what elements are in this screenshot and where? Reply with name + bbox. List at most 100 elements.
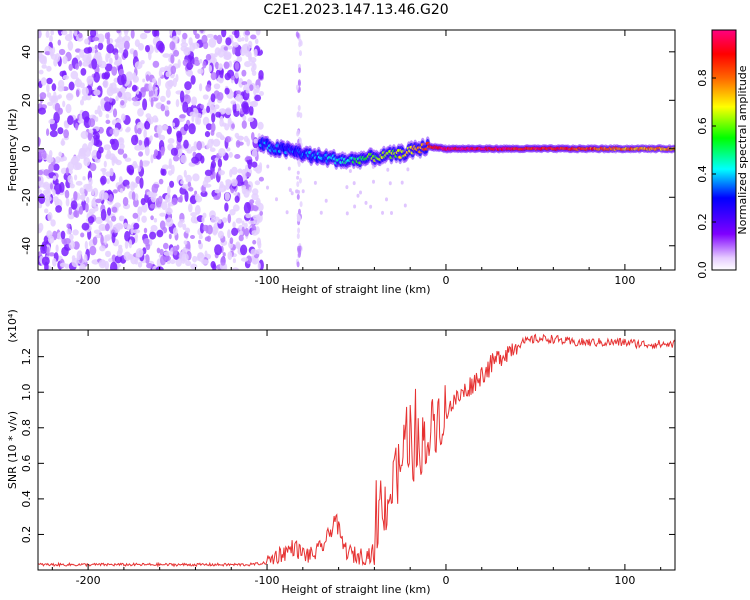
- spectrogram-frame: [37, 29, 676, 271]
- noise-blob: [58, 151, 63, 157]
- noise-blob: [85, 202, 89, 213]
- noise-blob: [108, 57, 113, 65]
- snr-y-scale-label: (x10⁴): [6, 309, 19, 343]
- noise-blob: [194, 193, 200, 202]
- snr-y-tick-label: 1.0: [20, 383, 33, 401]
- noise-column-blob: [298, 215, 302, 222]
- sparse-blob: [406, 167, 410, 172]
- noise-blob: [148, 82, 152, 92]
- noise-blob: [216, 92, 224, 101]
- colorbar-tick-label: 0.8: [696, 69, 709, 87]
- noise-blob: [252, 239, 257, 245]
- noise-blob: [60, 30, 68, 36]
- noise-blob: [134, 61, 143, 70]
- noise-blob: [245, 172, 252, 178]
- noise-blob: [52, 189, 56, 197]
- noise-blob: [214, 244, 222, 256]
- noise-blob: [259, 91, 264, 96]
- noise-blob: [205, 123, 213, 131]
- noise-blob: [156, 40, 164, 51]
- noise-blob: [161, 168, 167, 176]
- noise-blob: [40, 54, 46, 65]
- noise-blob: [137, 206, 143, 216]
- noise-blob: [251, 70, 257, 76]
- noise-blob: [68, 206, 73, 216]
- noise-blob: [38, 176, 42, 182]
- noise-column-blob: [296, 129, 300, 136]
- noise-blob: [130, 30, 135, 39]
- noise-blob: [216, 77, 223, 82]
- noise-blob: [95, 216, 103, 225]
- noise-blob: [224, 87, 230, 95]
- noise-blob: [46, 156, 54, 163]
- noise-blob: [190, 263, 198, 270]
- noise-blob: [245, 156, 252, 161]
- noise-blob: [103, 144, 112, 151]
- noise-blob: [153, 218, 158, 223]
- noise-blob: [204, 250, 208, 257]
- noise-blob: [50, 95, 59, 104]
- noise-blob: [219, 135, 226, 141]
- noise-blob: [224, 72, 231, 81]
- noise-blob: [123, 251, 131, 261]
- noise-blob: [243, 222, 248, 228]
- noise-column-blob: [297, 251, 301, 258]
- noise-blob: [150, 154, 154, 164]
- noise-blob: [241, 257, 249, 262]
- noise-blob: [58, 48, 66, 56]
- noise-blob: [191, 96, 198, 106]
- noise-blob: [124, 40, 130, 50]
- noise-blob: [46, 92, 52, 98]
- noise-blob: [214, 52, 218, 58]
- noise-blob: [170, 164, 175, 175]
- noise-blob: [38, 227, 42, 234]
- colorbar-tick-label: 0.0: [696, 261, 709, 279]
- noise-blob: [243, 135, 249, 142]
- noise-blob: [84, 240, 88, 250]
- noise-blob: [50, 219, 56, 227]
- noise-blob: [173, 155, 180, 162]
- noise-blob: [192, 42, 200, 49]
- noise-blob: [254, 180, 261, 186]
- noise-blob: [202, 116, 210, 126]
- noise-blob: [173, 49, 180, 57]
- noise-blob: [156, 247, 161, 254]
- noise-blob: [131, 84, 138, 92]
- noise-blob: [176, 132, 183, 143]
- sparse-blob: [266, 164, 270, 169]
- noise-blob: [71, 257, 79, 268]
- noise-blob: [168, 158, 172, 168]
- noise-blob: [177, 148, 183, 157]
- noise-blob: [105, 250, 111, 258]
- noise-blob: [231, 178, 238, 187]
- noise-blob: [111, 232, 116, 244]
- noise-blob: [182, 32, 188, 40]
- sparse-blob: [266, 185, 269, 190]
- noise-blob: [53, 163, 60, 171]
- noise-blob: [179, 114, 186, 119]
- snr-x-ticks: -200 -100 0 100: [51, 330, 662, 587]
- noise-blob: [185, 88, 191, 95]
- noise-blob: [236, 135, 244, 140]
- noise-column-blob: [295, 84, 299, 91]
- noise-blob: [159, 248, 164, 256]
- noise-blob: [170, 65, 177, 75]
- noise-blob: [209, 147, 216, 152]
- noise-blob: [229, 209, 236, 216]
- noise-blob: [38, 107, 46, 115]
- noise-blob: [162, 53, 171, 58]
- noise-blob: [40, 243, 48, 254]
- noise-blob: [107, 52, 111, 59]
- noise-blob: [52, 196, 59, 203]
- noise-blob: [92, 128, 97, 136]
- colorbar-frame: [711, 29, 737, 271]
- noise-blob: [111, 206, 118, 213]
- noise-blob: [116, 36, 124, 44]
- sparse-blob: [352, 181, 356, 186]
- colorbar-label: Normalized spectral amplitude: [736, 65, 749, 234]
- noise-blob: [79, 265, 85, 270]
- noise-blob: [206, 235, 211, 242]
- noise-blob: [145, 243, 151, 251]
- noise-blob: [242, 102, 249, 114]
- noise-blob: [124, 240, 129, 249]
